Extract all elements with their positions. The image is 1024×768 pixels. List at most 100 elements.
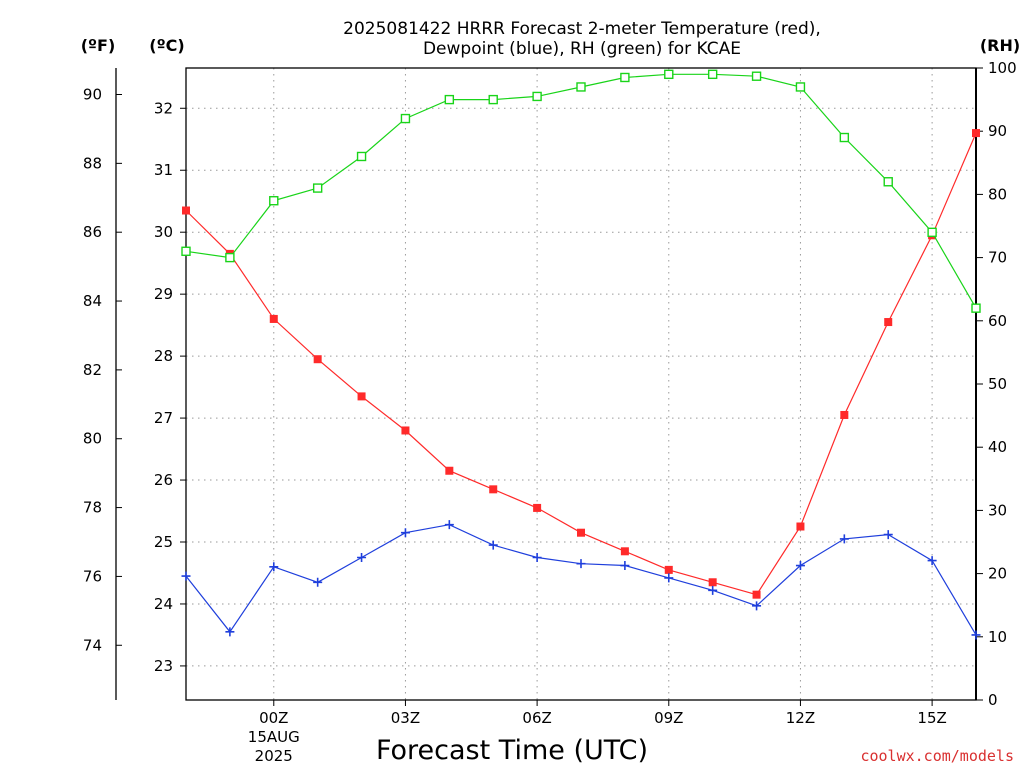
fahrenheit-tick-label: 90 bbox=[83, 86, 102, 104]
fahrenheit-tick-label: 86 bbox=[83, 223, 102, 241]
series-line bbox=[185, 73, 977, 309]
data-point-marker bbox=[708, 578, 717, 587]
data-point-marker bbox=[839, 132, 850, 143]
data-point-marker bbox=[488, 94, 498, 105]
data-point-marker bbox=[576, 82, 586, 92]
celsius-tick-label: 26 bbox=[154, 471, 173, 489]
x-tick-label: 00Z bbox=[259, 709, 288, 727]
fahrenheit-tick-label: 74 bbox=[83, 636, 102, 654]
series-line bbox=[185, 524, 977, 636]
data-point-marker bbox=[488, 540, 498, 550]
data-point-marker bbox=[795, 561, 805, 571]
data-point-marker bbox=[796, 522, 805, 531]
celsius-tick-label: 23 bbox=[154, 657, 173, 675]
data-point-marker bbox=[181, 246, 191, 256]
data-point-marker bbox=[532, 91, 542, 102]
x-tick-date-label: 2025 bbox=[255, 747, 293, 765]
fahrenheit-tick-label: 78 bbox=[83, 499, 102, 517]
credit-label: coolwx.com/models bbox=[860, 747, 1014, 765]
data-point-marker bbox=[533, 503, 542, 512]
rh-tick-label: 50 bbox=[988, 375, 1007, 393]
data-point-marker bbox=[269, 314, 278, 323]
data-point-marker bbox=[839, 534, 849, 544]
data-point-marker bbox=[182, 206, 190, 215]
data-point-marker bbox=[620, 72, 630, 83]
rh-tick-label: 70 bbox=[988, 249, 1007, 267]
x-tick-label: 15Z bbox=[917, 709, 946, 727]
rh-tick-label: 0 bbox=[988, 691, 998, 709]
data-point-marker bbox=[181, 571, 191, 581]
data-point-marker bbox=[577, 528, 585, 537]
data-point-marker bbox=[972, 129, 980, 138]
celsius-unit-label: (ºC) bbox=[149, 36, 184, 55]
rh-tick-label: 20 bbox=[988, 565, 1007, 583]
data-point-marker bbox=[269, 562, 279, 572]
data-point-marker bbox=[927, 556, 937, 566]
celsius-tick-label: 31 bbox=[154, 161, 173, 179]
fahrenheit-unit-label: (ºF) bbox=[81, 36, 116, 55]
data-point-marker bbox=[400, 113, 411, 124]
data-point-marker bbox=[884, 318, 893, 327]
rh-tick-label: 10 bbox=[988, 628, 1007, 646]
data-point-marker bbox=[444, 520, 454, 530]
chart-subtitle: Dewpoint (blue), RH (green) for KCAE bbox=[423, 39, 741, 59]
data-point-marker bbox=[489, 485, 498, 494]
data-point-marker bbox=[400, 528, 410, 538]
data-point-marker bbox=[664, 69, 674, 80]
data-point-marker bbox=[576, 559, 586, 569]
data-point-marker bbox=[444, 94, 455, 105]
data-point-marker bbox=[927, 227, 937, 238]
data-point-marker bbox=[971, 303, 981, 313]
fahrenheit-tick-label: 80 bbox=[83, 430, 102, 448]
data-point-marker bbox=[357, 552, 367, 562]
rh-tick-label: 90 bbox=[988, 122, 1007, 140]
celsius-tick-label: 32 bbox=[154, 99, 173, 117]
data-point-marker bbox=[751, 71, 762, 81]
celsius-tick-label: 27 bbox=[154, 409, 173, 427]
x-tick-date-label: 15AUG bbox=[248, 728, 300, 746]
x-tick-label: 12Z bbox=[786, 709, 815, 727]
data-point-marker bbox=[752, 601, 762, 611]
data-point-marker bbox=[620, 561, 630, 571]
data-point-marker bbox=[312, 183, 323, 193]
data-point-marker bbox=[708, 585, 718, 595]
celsius-tick-label: 28 bbox=[154, 347, 173, 365]
celsius-tick-label: 30 bbox=[154, 223, 173, 241]
plot-frame bbox=[185, 67, 977, 701]
grid-lines bbox=[186, 68, 976, 700]
fahrenheit-tick-label: 76 bbox=[83, 567, 102, 585]
data-point-marker bbox=[664, 565, 673, 574]
data-point-marker bbox=[445, 466, 454, 475]
data-point-marker bbox=[357, 392, 366, 401]
series-line bbox=[185, 132, 977, 596]
celsius-tick-label: 24 bbox=[154, 595, 173, 613]
data-point-marker bbox=[664, 573, 674, 583]
data-point-marker bbox=[269, 196, 279, 206]
data-point-marker bbox=[883, 530, 893, 540]
data-point-marker bbox=[883, 177, 893, 187]
fahrenheit-tick-label: 84 bbox=[83, 292, 102, 310]
data-point-marker bbox=[401, 426, 410, 435]
rh-tick-label: 60 bbox=[988, 312, 1007, 330]
data-point-marker bbox=[356, 151, 367, 162]
fahrenheit-tick-label: 88 bbox=[83, 154, 102, 172]
rh-tick-label: 40 bbox=[988, 438, 1007, 456]
rh-tick-label: 30 bbox=[988, 501, 1007, 519]
data-point-marker bbox=[971, 630, 981, 640]
rh-tick-label: 100 bbox=[988, 59, 1017, 77]
rh-unit-label: (RH) bbox=[980, 36, 1020, 55]
data-point-marker bbox=[840, 410, 849, 419]
x-tick-label: 06Z bbox=[522, 709, 551, 727]
axes: 23 24 25 26 27 28 29 30 31 32 74 76 78 80 82 84 86 88 90 0 1… bbox=[83, 59, 1017, 765]
data-point-marker bbox=[620, 547, 629, 556]
data-point-marker bbox=[532, 552, 542, 562]
data-point-marker bbox=[313, 577, 323, 587]
data-point-marker bbox=[313, 355, 322, 364]
chart-title: 2025081422 HRRR Forecast 2-meter Tempera… bbox=[343, 19, 821, 39]
celsius-tick-label: 29 bbox=[154, 285, 173, 303]
data-point-marker bbox=[225, 252, 235, 263]
data-series bbox=[181, 69, 981, 640]
data-point-marker bbox=[225, 627, 235, 637]
data-point-marker bbox=[707, 69, 718, 80]
